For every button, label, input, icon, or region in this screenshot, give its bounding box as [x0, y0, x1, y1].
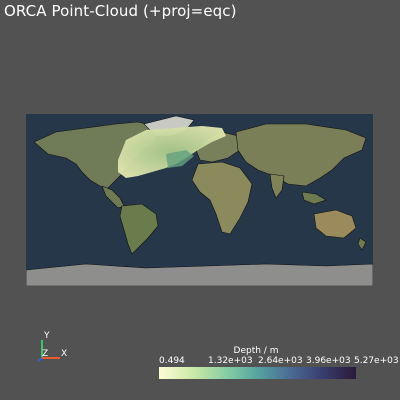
x-axis-label: X [61, 349, 67, 359]
india [269, 173, 285, 199]
colorbar-tick-2: 2.64e+03 [258, 356, 303, 366]
point-cloud-inner [166, 150, 194, 168]
africa [191, 161, 253, 235]
colorbar-tick-0: 0.494 [159, 356, 185, 366]
colorbar [159, 367, 356, 379]
z-axis-line [37, 357, 43, 362]
colorbar-tick-4: 5.27e+03 [354, 356, 399, 366]
y-axis-label: Y [43, 331, 50, 341]
world-map [26, 114, 373, 286]
colorbar-tick-3: 3.96e+03 [306, 356, 351, 366]
central-america [101, 185, 125, 209]
colorbar-tick-1: 1.32e+03 [208, 356, 253, 366]
orientation-axes: Y Z X [37, 331, 67, 362]
asia [235, 123, 367, 187]
point-cloud [118, 126, 226, 178]
map-view[interactable] [26, 114, 373, 286]
se-asia-islands [301, 191, 327, 205]
new-zealand [357, 237, 367, 251]
view-title: ORCA Point-Cloud (+proj=eqc) [4, 2, 237, 20]
australia [313, 209, 357, 239]
z-axis-label: Z [42, 349, 48, 359]
antarctica [26, 263, 373, 286]
south-america [119, 203, 159, 255]
colorbar-title: Depth / m [233, 346, 279, 356]
